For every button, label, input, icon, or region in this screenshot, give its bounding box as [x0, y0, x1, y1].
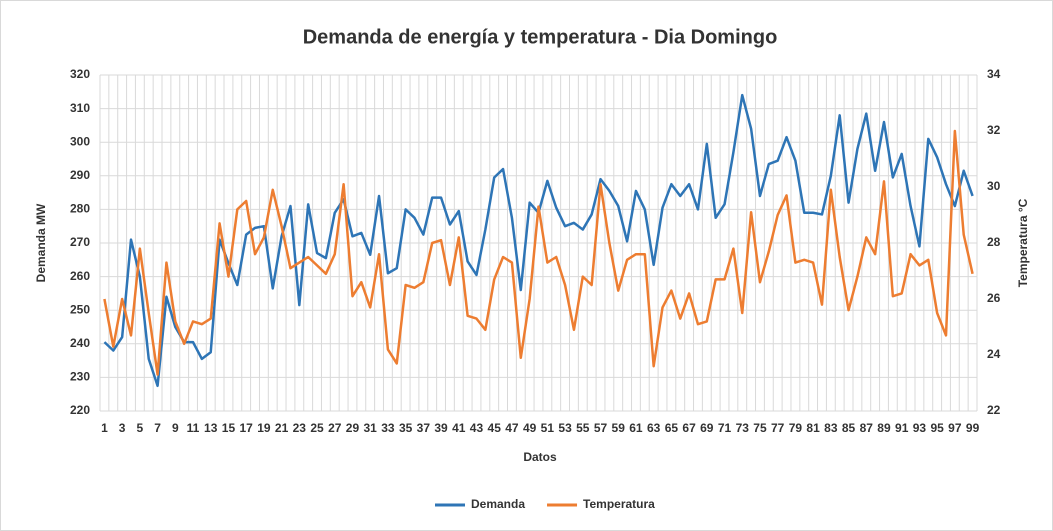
x-tick-label: 93	[913, 421, 927, 435]
x-tick-label: 69	[700, 421, 714, 435]
x-tick-label: 43	[470, 421, 484, 435]
x-tick-label: 9	[172, 421, 179, 435]
x-tick-label: 3	[119, 421, 126, 435]
x-tick-label: 13	[204, 421, 218, 435]
x-tick-label: 73	[736, 421, 750, 435]
x-tick-label: 15	[222, 421, 236, 435]
x-tick-label: 87	[860, 421, 874, 435]
x-tick-label: 71	[718, 421, 732, 435]
y2-axis-label: Temperatura °C	[1016, 198, 1030, 287]
x-tick-label: 29	[346, 421, 360, 435]
y2-tick-label: 30	[987, 179, 1001, 193]
y-tick-label: 310	[70, 101, 90, 115]
x-tick-label: 75	[753, 421, 767, 435]
x-tick-label: 27	[328, 421, 342, 435]
legend-label: Demanda	[471, 497, 525, 511]
x-tick-label: 59	[612, 421, 626, 435]
y2-tick-label: 22	[987, 403, 1001, 417]
y-tick-label: 250	[70, 302, 90, 316]
y2-tick-label: 26	[987, 291, 1001, 305]
x-tick-label: 47	[505, 421, 519, 435]
x-tick-label: 77	[771, 421, 785, 435]
chart-title: Demanda de energía y temperatura - Dia D…	[303, 26, 778, 48]
x-tick-label: 85	[842, 421, 856, 435]
x-tick-label: 63	[647, 421, 661, 435]
y-tick-label: 220	[70, 403, 90, 417]
x-tick-label: 55	[576, 421, 590, 435]
x-tick-label: 1	[101, 421, 108, 435]
x-tick-label: 23	[293, 421, 307, 435]
x-tick-label: 45	[488, 421, 502, 435]
x-tick-label: 37	[417, 421, 431, 435]
x-tick-label: 31	[364, 421, 378, 435]
legend-label: Temperatura	[583, 497, 655, 511]
y2-tick-label: 24	[987, 347, 1001, 361]
x-tick-label: 89	[877, 421, 891, 435]
x-tick-label: 57	[594, 421, 608, 435]
y-tick-label: 280	[70, 202, 90, 216]
y-tick-label: 290	[70, 168, 90, 182]
x-tick-label: 79	[789, 421, 803, 435]
x-tick-label: 35	[399, 421, 413, 435]
x-tick-label: 49	[523, 421, 537, 435]
y-tick-label: 270	[70, 235, 90, 249]
x-tick-label: 91	[895, 421, 909, 435]
x-tick-label: 11	[187, 421, 200, 435]
x-tick-label: 81	[806, 421, 820, 435]
x-tick-label: 51	[541, 421, 555, 435]
x-tick-label: 65	[665, 421, 679, 435]
y-tick-label: 260	[70, 269, 90, 283]
x-tick-label: 53	[558, 421, 572, 435]
x-tick-label: 95	[930, 421, 944, 435]
x-tick-label: 83	[824, 421, 838, 435]
x-tick-label: 61	[629, 421, 643, 435]
x-tick-label: 97	[948, 421, 962, 435]
x-tick-label: 67	[682, 421, 696, 435]
y2-tick-label: 32	[987, 123, 1001, 137]
x-tick-label: 41	[452, 421, 466, 435]
y-tick-label: 240	[70, 336, 90, 350]
y-tick-label: 320	[70, 67, 90, 81]
x-tick-label: 21	[275, 421, 289, 435]
y-axis-label: Demanda MW	[34, 203, 48, 282]
x-tick-label: 7	[154, 421, 161, 435]
x-tick-label: 19	[257, 421, 271, 435]
x-tick-label: 99	[966, 421, 980, 435]
y-tick-label: 300	[70, 134, 90, 148]
x-tick-label: 39	[434, 421, 448, 435]
y2-tick-label: 28	[987, 235, 1001, 249]
y2-tick-label: 34	[987, 67, 1001, 81]
x-axis-label: Datos	[523, 450, 557, 464]
x-tick-label: 33	[381, 421, 395, 435]
x-tick-label: 25	[310, 421, 324, 435]
series-line	[103, 129, 974, 376]
y-tick-label: 230	[70, 370, 90, 384]
x-tick-label: 5	[137, 421, 144, 435]
x-tick-label: 17	[239, 421, 253, 435]
